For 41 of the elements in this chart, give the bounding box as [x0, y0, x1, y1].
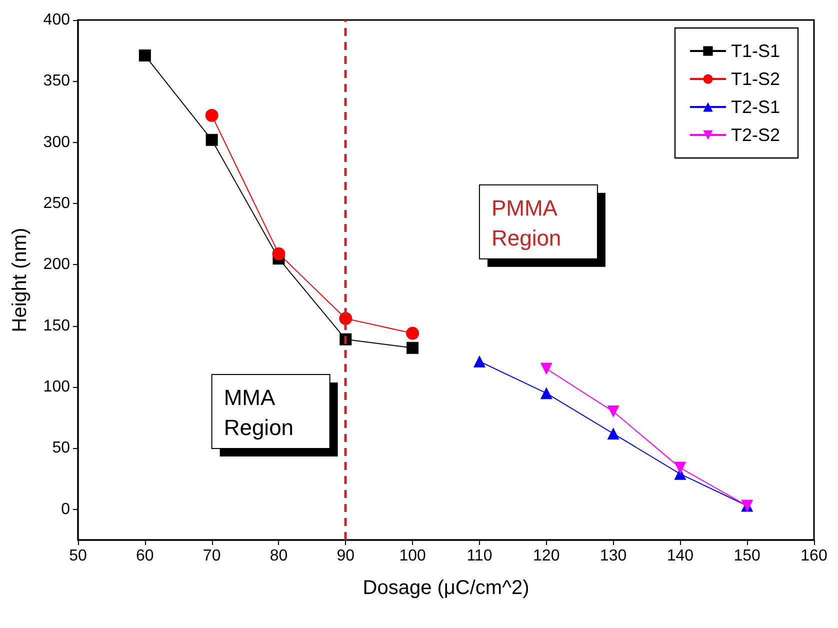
x-tick-label: 110: [466, 548, 492, 564]
point: [206, 134, 218, 146]
x-tick-label: 160: [800, 548, 828, 564]
x-tick-label: 120: [533, 548, 560, 564]
y-axis-title: Height (nm): [9, 228, 31, 332]
point: [473, 355, 486, 368]
point: [406, 326, 420, 340]
y-tick-label: 350: [43, 72, 70, 90]
y-tick-label: 100: [43, 378, 70, 396]
x-tick-label: 90: [336, 548, 355, 564]
y-tick-label: 300: [43, 134, 70, 151]
point: [138, 49, 151, 62]
y-tick-label: 200: [43, 256, 70, 274]
point: [607, 428, 620, 440]
point: [540, 362, 552, 375]
x-tick-label: 70: [202, 548, 221, 564]
point: [272, 247, 286, 260]
y-tick-label: 250: [43, 195, 70, 212]
x-tick-label: 130: [600, 548, 627, 564]
point: [406, 342, 419, 354]
annotation: MMA Region: [224, 385, 294, 440]
legend-label: T2-S1: [730, 97, 780, 117]
y-tick-label: 400: [43, 12, 70, 28]
x-tick-label: 60: [136, 548, 154, 564]
point: [607, 406, 620, 418]
x-tick-label: 100: [399, 548, 426, 564]
legend-label: T1-S1: [730, 41, 780, 61]
point: [205, 108, 218, 122]
y-tick-label: 150: [43, 317, 70, 334]
point: [674, 462, 686, 474]
legend-label: T1-S2: [730, 69, 780, 89]
legend-label: T2-S2: [730, 125, 780, 145]
point: [540, 387, 552, 400]
y-tick-label: 50: [52, 440, 70, 457]
y-tick-label: 0: [61, 500, 70, 518]
x-axis-title: Dosage (μC/cm^2): [362, 577, 530, 599]
x-tick-label: 140: [666, 548, 694, 564]
x-tick-label: 50: [69, 548, 87, 564]
x-tick-label: 150: [734, 548, 761, 564]
annotation: PMMA Region: [491, 195, 562, 250]
x-tick-label: 80: [270, 548, 288, 564]
